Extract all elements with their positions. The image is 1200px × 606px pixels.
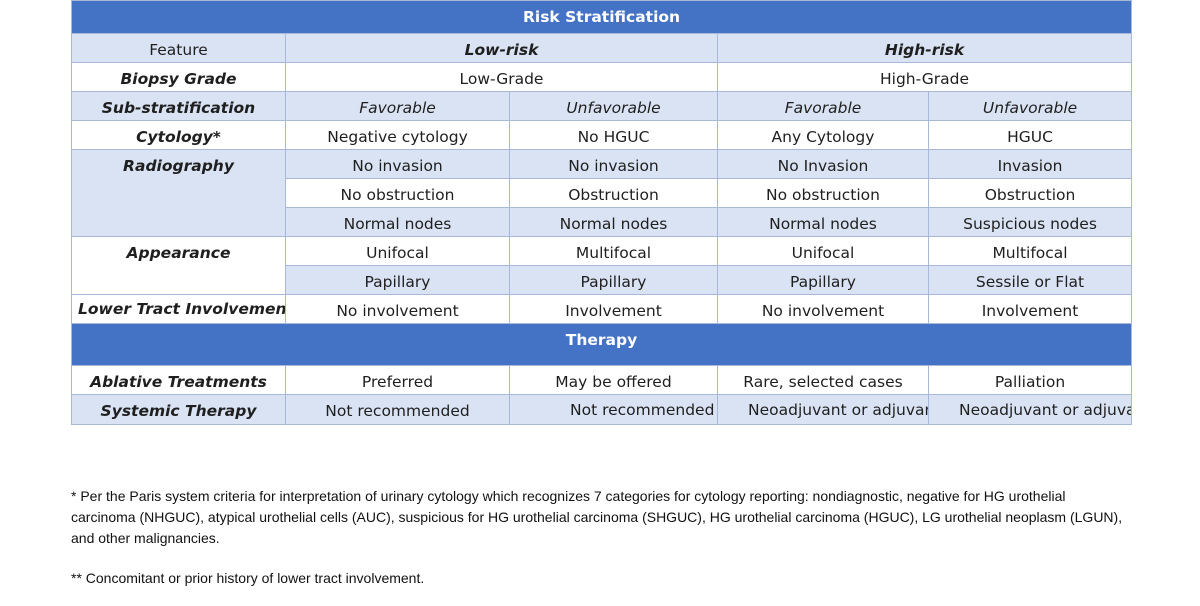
table-row: Lower Tract Involvement** No involvement… [71, 294, 1133, 324]
row-label-sub-stratification: Sub-stratification [71, 91, 286, 121]
table-cell: Obstruction [509, 178, 718, 208]
table-cell: Papillary [285, 265, 510, 295]
table-cell: Suspicious nodes [927, 207, 1133, 237]
table-cell: Favorable [717, 91, 929, 121]
table-cell: Not recommended [509, 394, 718, 425]
table-row: Papillary Papillary Papillary Sessile or… [72, 265, 1133, 295]
table-cell: Unifocal [717, 236, 929, 266]
feature-header: Feature [71, 33, 286, 63]
table-row: Normal nodes Normal nodes Normal nodes S… [72, 207, 1133, 237]
footnote-lower-tract: ** Concomitant or prior history of lower… [71, 568, 1131, 589]
table-cell: Multifocal [509, 236, 718, 266]
table-cell: Not recommended [285, 394, 510, 425]
therapy-header-row: Therapy [70, 323, 1133, 366]
table-row: Biopsy Grade Low-Grade High-Grade [71, 62, 1133, 92]
footnote-cytology-text: * Per the Paris system criteria for inte… [71, 488, 1123, 546]
table-cell: No Invasion [717, 149, 929, 179]
table-cell: Rare, selected cases [717, 365, 929, 395]
row-label-appearance: Appearance [71, 236, 286, 295]
table-cell: Negative cytology [285, 120, 510, 150]
table-cell: Involvement [509, 294, 718, 324]
table-cell: Favorable [285, 91, 510, 121]
row-label-radiography: Radiography [71, 149, 286, 237]
table-cell: No invasion [285, 149, 510, 179]
table-cell: No invasion [509, 149, 718, 179]
risk-stratification-table: Risk Stratification Feature Low-risk Hig… [70, 0, 1133, 425]
table-row: Appearance Unifocal Multifocal Unifocal … [71, 236, 1133, 295]
table-cell: Papillary [717, 265, 929, 295]
row-label-ablative-treatments: Ablative Treatments [71, 365, 286, 395]
risk-stratification-header-row: Risk Stratification [70, 0, 1133, 34]
table-cell: Neoadjuvant or adjuvant [717, 394, 929, 425]
table-cell: HGUC [927, 120, 1133, 150]
table-cell: Low-Grade [285, 62, 718, 92]
table-cell: No involvement [285, 294, 510, 324]
table-cell: Any Cytology [717, 120, 929, 150]
table-cell: Normal nodes [717, 207, 929, 237]
table-cell: Normal nodes [509, 207, 718, 237]
table-cell: Involvement [927, 294, 1133, 324]
table-cell: No obstruction [717, 178, 929, 208]
table-row: Ablative Treatments Preferred May be off… [71, 365, 1133, 395]
table-cell: Sessile or Flat [927, 265, 1133, 295]
table-row: No obstruction Obstruction No obstructio… [72, 178, 1133, 208]
high-risk-header: High-risk [716, 33, 1133, 63]
risk-stratification-header: Risk Stratification [70, 0, 1133, 34]
table-cell: Palliation [927, 365, 1133, 395]
footnote-lower-tract-text: ** Concomitant or prior history of lower… [71, 570, 425, 586]
therapy-header: Therapy [70, 323, 1133, 366]
table-row: Radiography No invasion No invasion No I… [71, 149, 1133, 237]
row-label-systemic-therapy: Systemic Therapy [71, 394, 286, 425]
table-row: Sub-stratification Favorable Unfavorable… [71, 91, 1133, 121]
table-cell: May be offered [509, 365, 718, 395]
table-cell: Unfavorable [509, 91, 718, 121]
table-row: Cytology* Negative cytology No HGUC Any … [71, 120, 1133, 150]
table-cell: Normal nodes [285, 207, 510, 237]
table-cell: No involvement [717, 294, 929, 324]
table-cell: High-Grade [716, 62, 1133, 92]
footnote-cytology: * Per the Paris system criteria for inte… [71, 486, 1131, 549]
table-cell: Obstruction [927, 178, 1133, 208]
table-cell: Invasion [927, 149, 1133, 179]
table-cell: No HGUC [509, 120, 718, 150]
table-cell: Preferred [285, 365, 510, 395]
row-label-cytology: Cytology* [71, 120, 286, 150]
table-row: Feature Low-risk High-risk [71, 33, 1133, 63]
table-cell: Unifocal [285, 236, 510, 266]
table-cell: No obstruction [285, 178, 510, 208]
low-risk-header: Low-risk [285, 33, 718, 63]
table-cell: Papillary [509, 265, 718, 295]
row-label-lower-tract: Lower Tract Involvement** [71, 294, 286, 324]
table-cell: Neoadjuvant or adjuvant [927, 394, 1133, 425]
table-row: Systemic Therapy Not recommended Not rec… [71, 394, 1133, 425]
row-label-biopsy-grade: Biopsy Grade [71, 62, 286, 92]
table-cell: Multifocal [927, 236, 1133, 266]
table-cell: Unfavorable [927, 91, 1133, 121]
